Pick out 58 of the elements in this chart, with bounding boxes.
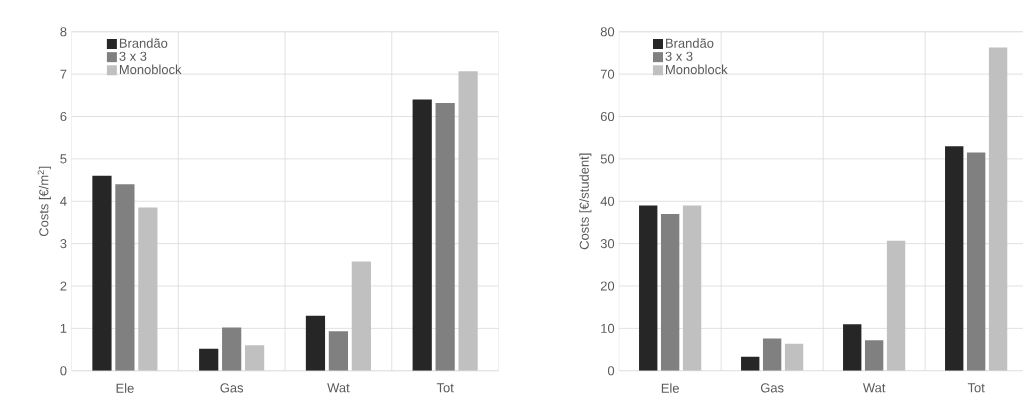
bar (945, 146, 964, 371)
bar (458, 71, 478, 371)
legend-label: Brandão (119, 38, 168, 48)
bar (639, 205, 658, 371)
bar (988, 47, 1008, 371)
x-tick-label: Tot (967, 383, 985, 393)
y-axis-title: Costs [€/student] (579, 153, 592, 250)
x-tick-label: Wat (327, 383, 350, 393)
legend-label: 3 x 3 (119, 51, 147, 61)
y-tick-label: 10 (601, 323, 615, 333)
x-tick-label: Ele (661, 383, 679, 393)
bar (784, 343, 804, 371)
y-axis-title: Costs [€/m$^{2}$] (37, 166, 51, 237)
bar (682, 205, 702, 371)
y-tick-label: 6 (60, 111, 67, 122)
bar (328, 331, 349, 371)
y-tick-label: 0 (607, 366, 615, 376)
x-tick-label: Wat (862, 383, 886, 393)
y-tick-label: 1 (60, 323, 67, 333)
bar (199, 348, 219, 371)
bar (660, 213, 680, 371)
y-tick-label: 50 (600, 154, 615, 164)
bar (966, 152, 986, 371)
y-tick-label: 2 (60, 281, 67, 291)
x-tick-label: Tot (436, 383, 454, 393)
legend-label: 3 x 3 (665, 51, 693, 61)
y-tick-label: 40 (600, 196, 615, 206)
x-tick-label: Gas (760, 383, 784, 393)
bar (245, 345, 265, 371)
y-tick-label: 4 (60, 196, 67, 206)
bar (412, 99, 432, 371)
bar (115, 184, 135, 371)
bar (92, 175, 112, 371)
bar (435, 102, 455, 371)
legend-label: Monoblock (666, 64, 728, 75)
y-tick-label: 5 (60, 154, 67, 164)
legend-label: Brandão (666, 38, 714, 48)
y-tick-label: 7 (60, 69, 67, 79)
x-tick-label: Gas (220, 383, 244, 393)
legend-label: Monoblock (119, 64, 182, 75)
bar (886, 240, 906, 371)
bar (222, 327, 242, 371)
bar (351, 261, 371, 371)
y-tick-label: 3 (60, 239, 67, 249)
y-tick-label: 20 (600, 281, 615, 291)
bar (305, 315, 326, 371)
bar (138, 207, 158, 371)
y-tick-label: 30 (600, 239, 615, 249)
bar (843, 324, 862, 371)
x-tick-label: Ele (116, 383, 134, 393)
y-tick-label: 70 (600, 69, 615, 79)
y-tick-label: 60 (600, 111, 615, 122)
bar (864, 340, 884, 371)
bar (741, 356, 760, 371)
y-tick-label: 80 (600, 27, 615, 37)
y-tick-label: 8 (60, 27, 67, 37)
bar (762, 338, 782, 371)
y-tick-label: 0 (60, 366, 67, 376)
